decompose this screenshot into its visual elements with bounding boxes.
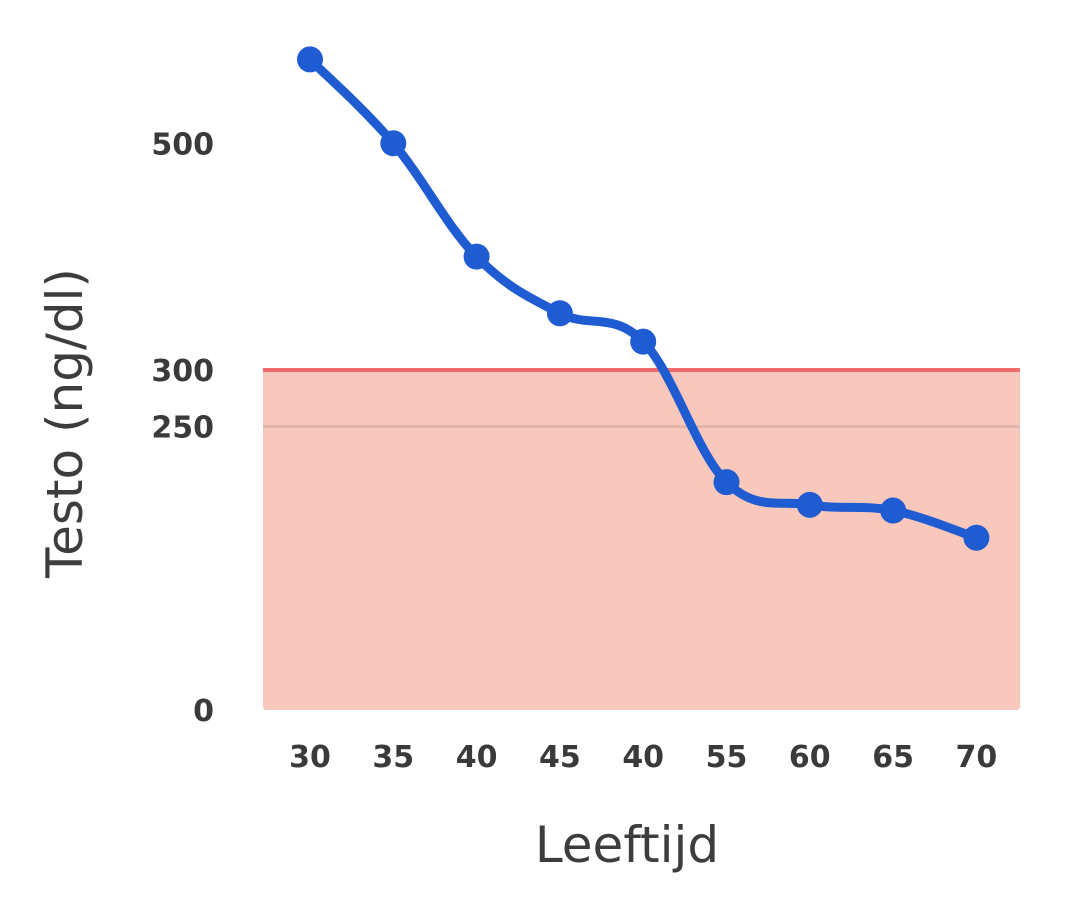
x-tick-label: 35 bbox=[372, 740, 414, 775]
x-axis-ticks: 30 35 40 45 40 55 60 65 70 bbox=[289, 740, 997, 775]
x-tick-label: 70 bbox=[956, 740, 998, 775]
y-tick-label: 250 bbox=[151, 411, 214, 446]
x-tick-label: 40 bbox=[456, 740, 498, 775]
y-tick-label: 500 bbox=[151, 127, 214, 162]
data-point bbox=[297, 46, 323, 73]
y-axis-ticks: 0 250 300 500 bbox=[151, 127, 214, 729]
x-tick-label: 30 bbox=[289, 740, 331, 775]
data-point bbox=[380, 130, 407, 157]
data-point bbox=[796, 491, 823, 518]
y-tick-label: 300 bbox=[151, 354, 214, 389]
data-point bbox=[713, 469, 740, 496]
x-tick-label: 65 bbox=[872, 740, 914, 775]
data-point bbox=[963, 524, 990, 551]
data-point bbox=[546, 300, 573, 327]
y-axis-title: Testo (ng/dl) bbox=[36, 268, 94, 579]
data-point bbox=[463, 243, 490, 270]
data-points bbox=[297, 46, 990, 551]
x-tick-label: 60 bbox=[789, 740, 831, 775]
data-point bbox=[630, 328, 657, 355]
low-testosterone-zone bbox=[263, 369, 1020, 710]
x-axis-title: Leeftijd bbox=[535, 816, 719, 874]
x-tick-label: 40 bbox=[622, 740, 664, 775]
x-tick-label: 45 bbox=[539, 740, 581, 775]
data-point bbox=[880, 497, 907, 524]
x-tick-label: 55 bbox=[706, 740, 748, 775]
y-tick-label: 0 bbox=[193, 694, 214, 729]
